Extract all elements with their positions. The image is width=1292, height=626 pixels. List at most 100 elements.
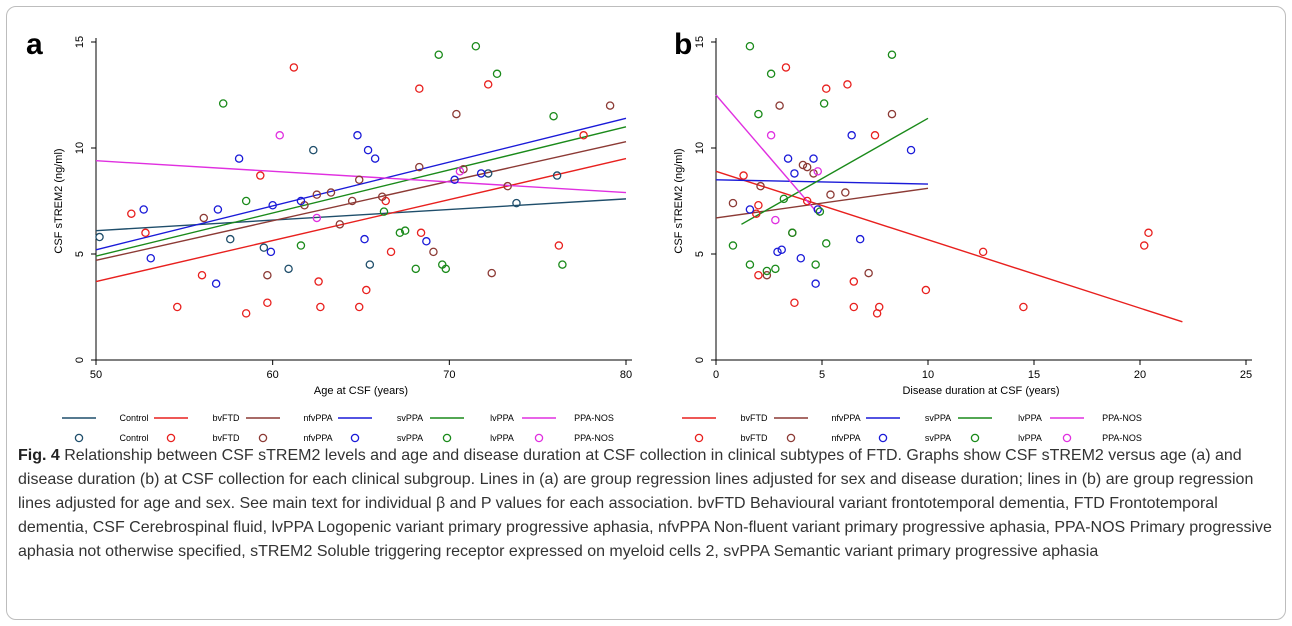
data-point-nfvppa — [263, 270, 272, 280]
figure-frame — [6, 6, 1286, 620]
chart-a: 0 5 10 15 50 60 70 80 Age at CSF (years) CSF sTRE… — [53, 36, 632, 443]
data-point-bvftd — [781, 63, 791, 72]
y-tick-label: 10 — [694, 142, 706, 154]
data-point-nfvppa — [887, 109, 897, 119]
data-point-lvppa — [771, 264, 780, 274]
data-point-bvftd — [354, 302, 364, 312]
data-point-svppa — [370, 154, 380, 163]
data-point-bvftd — [1139, 241, 1149, 250]
data-point-nfvppa — [864, 268, 873, 278]
x-tick-label: 10 — [922, 369, 934, 381]
legend-marker-label-lvppa: lvPPA — [490, 433, 514, 443]
data-point-bvftd — [141, 228, 150, 238]
legend-marker-svppa — [878, 433, 888, 443]
data-point-lvppa — [400, 226, 410, 235]
data-point-bvftd — [874, 302, 884, 312]
data-point-control — [259, 243, 269, 252]
data-point-nfvppa — [728, 198, 738, 208]
data-point-bvftd — [821, 84, 831, 93]
data-point-bvftd — [790, 298, 799, 308]
series-ppa-nos — [275, 131, 465, 223]
data-point-bvftd — [1019, 302, 1028, 312]
data-point-svppa — [422, 237, 431, 246]
legend-marker-nfvppa — [786, 433, 796, 443]
data-point-lvppa — [779, 194, 789, 204]
data-point-svppa — [796, 253, 806, 263]
data-point-lvppa — [728, 241, 738, 250]
legend-label-nfvppa: nfvPPA — [831, 413, 860, 423]
x-tick-label: 0 — [713, 369, 719, 381]
series-bvftd — [739, 63, 1153, 318]
data-point-nfvppa — [762, 270, 772, 280]
data-point-lvppa — [745, 260, 755, 269]
data-point-control — [365, 260, 375, 269]
legend-marker-bvftd — [166, 433, 176, 443]
data-point-nfvppa — [377, 192, 387, 202]
data-point-svppa — [476, 169, 486, 178]
data-point-bvftd — [754, 200, 763, 210]
legend-marker-lvppa — [442, 433, 452, 443]
series-ppa-nos — [766, 131, 823, 225]
data-point-lvppa — [549, 111, 558, 121]
caption-figure-label: Fig. 4 — [18, 447, 60, 464]
y-tick-label: 15 — [694, 36, 706, 48]
data-point-lvppa — [441, 264, 451, 274]
data-point-svppa — [146, 253, 156, 263]
data-point-control — [309, 145, 318, 155]
series-svppa — [745, 131, 916, 288]
data-point-lvppa — [471, 41, 481, 51]
data-point-nfvppa — [826, 190, 835, 199]
data-point-ppa-nos — [455, 167, 465, 176]
data-point-svppa — [773, 247, 782, 257]
data-point-nfvppa — [798, 160, 808, 170]
data-point-lvppa — [811, 260, 820, 269]
figure-caption: Fig. 4 Relationship between CSF sTREM2 l… — [18, 444, 1280, 564]
regression-line-bvftd — [715, 170, 1183, 323]
data-point-lvppa — [558, 260, 567, 269]
data-point-bvftd — [263, 298, 272, 308]
data-point-ppa-nos — [771, 215, 780, 225]
data-point-lvppa — [788, 228, 797, 238]
data-point-lvppa — [819, 99, 829, 108]
data-point-svppa — [360, 234, 369, 244]
data-point-control — [226, 234, 235, 244]
data-point-bvftd — [197, 270, 207, 280]
data-point-svppa — [213, 205, 223, 214]
data-point-bvftd — [849, 302, 859, 312]
series-bvftd — [127, 63, 588, 318]
data-point-nfvppa — [429, 247, 438, 257]
data-point-bvftd — [415, 84, 424, 93]
legend-label-ppa-nos: PPA-NOS — [1102, 413, 1142, 423]
data-point-lvppa — [296, 241, 306, 250]
data-point-bvftd — [416, 228, 426, 238]
caption-text: Relationship between CSF sTREM2 levels a… — [18, 447, 1272, 560]
data-point-bvftd — [921, 285, 931, 295]
panel-label-b: b — [674, 28, 693, 61]
x-axis-label: Disease duration at CSF (years) — [902, 385, 1059, 397]
data-point-bvftd — [579, 131, 588, 140]
data-point-nfvppa — [199, 213, 209, 223]
legend-label-ppa-nos: PPA-NOS — [574, 413, 614, 423]
legend-label-nfvppa: nfvPPA — [303, 413, 332, 423]
regression-line-ppa-nos — [715, 94, 821, 217]
data-point-svppa — [234, 154, 244, 163]
data-point-nfvppa — [326, 188, 336, 197]
data-point-nfvppa — [354, 175, 364, 185]
series-nfvppa — [728, 101, 897, 280]
chart-b: 0 5 10 15 0 5 10 15 20 25 Disease duration at CSF … — [673, 36, 1252, 443]
data-point-ppa-nos — [766, 131, 776, 140]
panel-label-a: a — [26, 28, 43, 61]
data-point-bvftd — [752, 209, 761, 218]
x-tick-label: 25 — [1240, 369, 1252, 381]
legend: Control bvFTD nfvPPA svPPA lvPPA PPA-NOS Contr… — [62, 413, 614, 443]
data-point-svppa — [811, 279, 820, 288]
legend-label-control: Control — [119, 413, 148, 423]
data-point-lvppa — [815, 207, 825, 216]
x-tick-label: 5 — [819, 369, 825, 381]
data-point-bvftd — [362, 285, 371, 295]
data-point-lvppa — [434, 50, 443, 59]
x-tick-label: 15 — [1028, 369, 1040, 381]
regression-line-lvppa — [95, 126, 627, 257]
legend-marker-label-ppa-nos: PPA-NOS — [574, 433, 614, 443]
legend-marker-label-svppa: svPPA — [397, 433, 423, 443]
